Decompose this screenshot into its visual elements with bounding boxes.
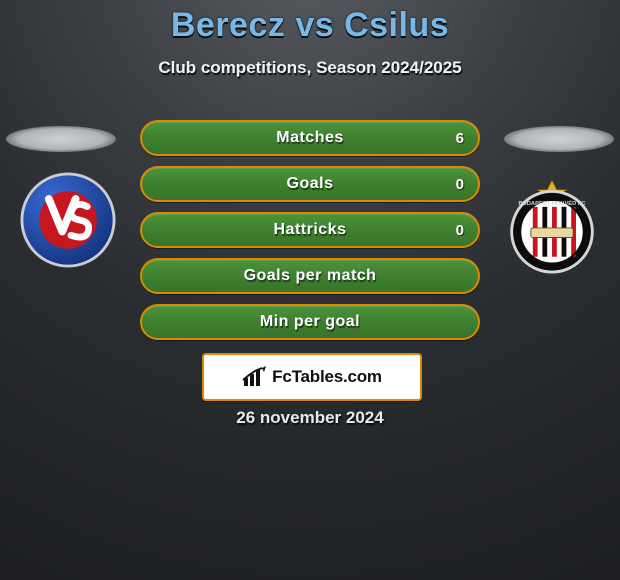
stats-table: Matches 6 Goals 0 Hattricks 0 Goals per …	[140, 120, 480, 350]
honved-badge-icon: BUDAPEST HONVÉD FC	[504, 178, 600, 274]
brand-box: FcTables.com	[202, 353, 422, 401]
stat-row-goals: Goals 0	[140, 166, 480, 202]
stat-row-matches: Matches 6	[140, 120, 480, 156]
club-badge-left	[20, 172, 116, 268]
page-title: Berecz vs Csilus	[0, 6, 620, 45]
stat-label: Goals per match	[244, 267, 377, 285]
stat-right-value: 0	[456, 168, 464, 200]
stat-right-value: 0	[456, 214, 464, 246]
stat-label: Min per goal	[260, 313, 360, 331]
stat-row-hattricks: Hattricks 0	[140, 212, 480, 248]
comparison-infographic: Berecz vs Csilus Club competitions, Seas…	[0, 0, 620, 580]
svg-text:BUDAPEST HONVÉD FC: BUDAPEST HONVÉD FC	[518, 199, 585, 207]
footer-date: 26 november 2024	[0, 408, 620, 428]
brand-text: FcTables.com	[272, 367, 382, 387]
stat-label: Hattricks	[274, 221, 347, 239]
badge-shadow-left	[6, 126, 116, 152]
club-badge-right: BUDAPEST HONVÉD FC	[504, 178, 600, 274]
bar-chart-icon	[242, 366, 268, 388]
vasas-badge-icon	[20, 172, 116, 268]
stat-row-goals-per-match: Goals per match	[140, 258, 480, 294]
stat-right-value: 6	[456, 122, 464, 154]
badge-shadow-right	[504, 126, 614, 152]
stat-row-min-per-goal: Min per goal	[140, 304, 480, 340]
page-subtitle: Club competitions, Season 2024/2025	[0, 58, 620, 78]
stat-label: Matches	[276, 129, 344, 147]
stat-label: Goals	[287, 175, 334, 193]
